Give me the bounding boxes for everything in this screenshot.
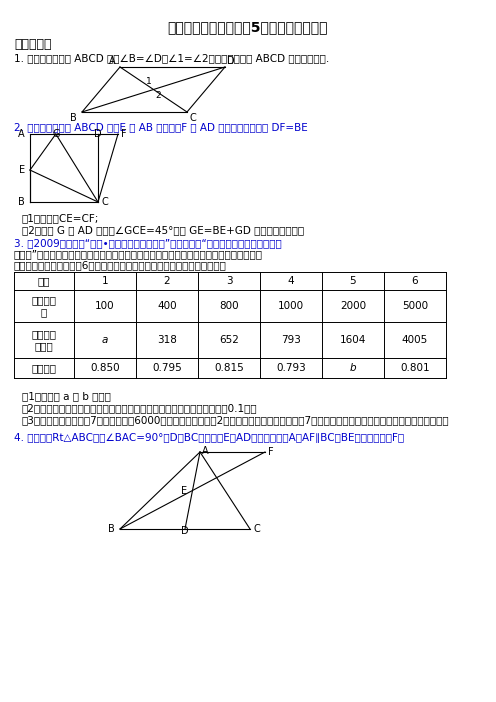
Text: F: F xyxy=(268,447,274,457)
Text: 2. 如图，在正方形 ABCD 中，E 是 AB 上一点，F 是 AD 延长线上一点，且 DF=BE: 2. 如图，在正方形 ABCD 中，E 是 AB 上一点，F 是 AD 延长线上… xyxy=(14,122,308,132)
Text: 2: 2 xyxy=(156,91,161,100)
Text: 1: 1 xyxy=(146,77,151,86)
Text: A: A xyxy=(202,446,209,456)
Text: （1）求证：CE=CF;: （1）求证：CE=CF; xyxy=(22,213,99,223)
Text: C: C xyxy=(189,113,196,123)
Text: 3: 3 xyxy=(226,276,232,286)
Text: 1. 如图，在四边形 ABCD 中，∠B=∠D，∠1=∠2，求证：四边形 ABCD 是平行四边形.: 1. 如图，在四边形 ABCD 中，∠B=∠D，∠1=∠2，求证：四边形 ABC… xyxy=(14,53,329,63)
Text: 800: 800 xyxy=(219,301,239,311)
Text: 793: 793 xyxy=(281,335,301,345)
Text: C: C xyxy=(253,524,260,534)
Text: 从该品种油菜籽中抄取了6批，在相同条件下进行发芽试验，有关数据如表：: 从该品种油菜籽中抄取了6批，在相同条件下进行发芽试验，有关数据如表： xyxy=(14,260,227,270)
Text: 100: 100 xyxy=(95,301,115,311)
Text: E: E xyxy=(182,486,187,496)
Text: 318: 318 xyxy=(157,335,177,345)
Text: 5000: 5000 xyxy=(402,301,428,311)
Text: A: A xyxy=(110,56,116,66)
Text: 1000: 1000 xyxy=(278,301,304,311)
Text: 0.793: 0.793 xyxy=(276,363,306,373)
Text: （1）分别求 a 和 b 的値；: （1）分别求 a 和 b 的値； xyxy=(22,391,111,401)
Text: C: C xyxy=(101,197,108,207)
Text: 400: 400 xyxy=(157,301,177,311)
Text: 4005: 4005 xyxy=(402,335,428,345)
Text: 油菜籽粒
数: 油菜籽粒 数 xyxy=(32,296,57,317)
Text: 0.795: 0.795 xyxy=(152,363,182,373)
Text: 4: 4 xyxy=(288,276,294,286)
Text: 发芽油菜
籽粒数: 发芽油菜 籽粒数 xyxy=(32,329,57,351)
Text: 2000: 2000 xyxy=(340,301,366,311)
Text: 1604: 1604 xyxy=(340,335,366,345)
Text: （2）请根据以上数据，直接写出该品种油菜籽发芽概率的估计値（精确到0.1）；: （2）请根据以上数据，直接写出该品种油菜籽发芽概率的估计値（精确到0.1）； xyxy=(22,403,257,413)
Text: B: B xyxy=(108,524,115,534)
Text: 2: 2 xyxy=(164,276,170,286)
Text: （2）若点 G 在 AD 上，且∠GCE=45°，则 GE=BE+GD 成立吗？为什么？: （2）若点 G 在 AD 上，且∠GCE=45°，则 GE=BE+GD 成立吗？… xyxy=(22,225,304,235)
Text: A: A xyxy=(18,129,25,139)
Text: D: D xyxy=(227,56,235,66)
Text: 批次: 批次 xyxy=(38,276,50,286)
Text: B: B xyxy=(18,197,25,207)
Text: D: D xyxy=(181,526,189,536)
Text: 3. 自2009年以来，“中国•兴化千庞菜花旅游节”享誉全国，“河有万湾多碧水，田无一垄: 3. 自2009年以来，“中国•兴化千庞菜花旅游节”享誉全国，“河有万湾多碧水，… xyxy=(14,238,282,248)
Text: G: G xyxy=(52,129,60,139)
Text: 4. 如图，在Rt△ABC中，∠BAC=90°，D是BC的中点，E是AD的中点，过点A作AF∥BC交BE的延长线于点F。: 4. 如图，在Rt△ABC中，∠BAC=90°，D是BC的中点，E是AD的中点，… xyxy=(14,433,404,443)
Text: （3）农业部门抄取的第7批油菜籽共有6000粒，请你根据问题（2）的结论，通过计算来估计第7批油菜籽在相同条件下进行发芽试验时的发芽数。: （3）农业部门抄取的第7批油菜籽共有6000粒，请你根据问题（2）的结论，通过计… xyxy=(22,415,450,425)
Text: B: B xyxy=(70,113,77,123)
Text: 6: 6 xyxy=(412,276,418,286)
Text: 不黄花”所描绘的就是我市发达的油菜种植业。为了解某品种油菜籽的发芽情况，农业部门: 不黄花”所描绘的就是我市发达的油菜种植业。为了解某品种油菜籽的发芽情况，农业部门 xyxy=(14,249,263,259)
Text: a: a xyxy=(102,335,108,345)
Text: 652: 652 xyxy=(219,335,239,345)
Text: E: E xyxy=(19,165,25,175)
Text: 5: 5 xyxy=(350,276,356,286)
Text: 0.801: 0.801 xyxy=(400,363,430,373)
Text: b: b xyxy=(350,363,356,373)
Text: 新苏科版初二数学下册5月月考试卷及答案: 新苏科版初二数学下册5月月考试卷及答案 xyxy=(168,20,328,34)
Text: 1: 1 xyxy=(102,276,108,286)
Text: F: F xyxy=(121,129,126,139)
Text: 一、解答题: 一、解答题 xyxy=(14,38,52,51)
Text: 发芽频率: 发芽频率 xyxy=(32,363,57,373)
Text: D: D xyxy=(94,129,102,139)
Text: 0.850: 0.850 xyxy=(90,363,120,373)
Text: 0.815: 0.815 xyxy=(214,363,244,373)
